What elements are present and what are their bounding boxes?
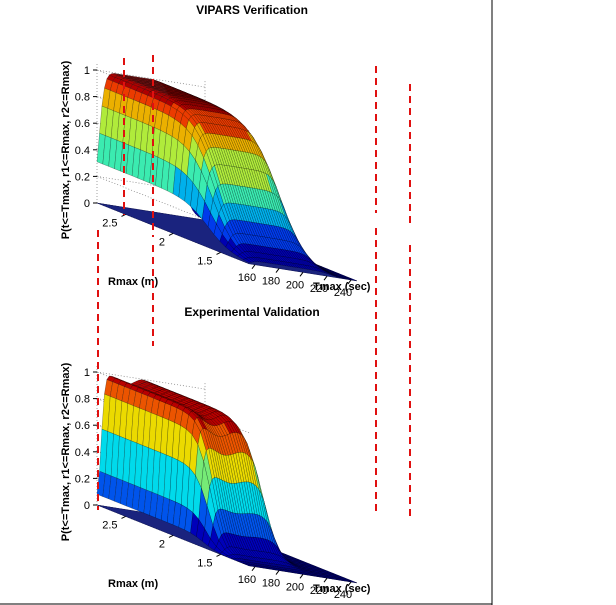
surface-patch: [243, 563, 252, 567]
z-tick-label: 1: [84, 65, 90, 77]
x-axis-label: Tmax (sec): [313, 281, 371, 293]
x-tick-mark: [299, 272, 304, 277]
y-tick-mark: [216, 553, 221, 557]
z-tick-label: 0.6: [75, 420, 90, 432]
z-tick-label: 0: [84, 198, 90, 210]
z-tick-label: 0.8: [75, 394, 90, 406]
red-guide-lines: [97, 55, 411, 521]
y-tick-label: 1.5: [197, 557, 212, 569]
x-tick-mark: [275, 268, 280, 273]
y-tick-label: 2.5: [102, 217, 117, 229]
y-tick-label: 2.5: [102, 519, 117, 531]
y-tick-label: 1.5: [197, 255, 212, 267]
y-axis-label: Rmax (m): [108, 276, 158, 288]
x-tick-mark: [323, 275, 328, 281]
x-tick-mark: [347, 279, 352, 285]
x-tick-label: 180: [262, 276, 280, 288]
z-tick-label: 0.8: [75, 92, 90, 104]
x-tick-mark: [275, 570, 280, 575]
surface-patch: [242, 258, 252, 263]
grid-line-z: [96, 69, 206, 88]
z-tick-label: 0.4: [75, 145, 90, 157]
x-tick-label: 160: [238, 574, 256, 586]
surface-plot-vipars: VIPARS Verification 0 0.2 0.4 0.6 0.8 1 1.5 2 2.5…: [60, 3, 371, 299]
y-tick-label: 2: [159, 538, 165, 550]
x-tick-label: 200: [286, 279, 304, 291]
z-tick-label: 1: [84, 367, 90, 379]
x-tick-label: 160: [238, 272, 256, 284]
x-tick-label: 220: [310, 283, 328, 295]
grid-line-z: [96, 371, 206, 390]
surface-mesh: [96, 73, 358, 282]
surface-plot-experimental: Experimental Validation 0 0.2 0.4 0.6 0.8 1 1.5…: [60, 305, 371, 601]
chart-title: VIPARS Verification: [196, 3, 308, 17]
y-tick-mark: [121, 515, 126, 519]
y-axis-label: Rmax (m): [108, 578, 158, 590]
x-tick-label: 220: [310, 585, 328, 597]
x-axis-label: Tmax (sec): [313, 583, 371, 595]
x-tick-label: 180: [262, 578, 280, 590]
surface-mesh: [96, 375, 358, 584]
x-tick-label: 240: [334, 287, 352, 299]
x-tick-mark: [251, 566, 256, 572]
y-tick-mark: [168, 232, 174, 236]
x-tick-label: 240: [334, 589, 352, 601]
z-axis-label: P(t<=Tmax, r1<=Rmax, r2<=Rmax): [60, 362, 72, 541]
grid-line-z: [96, 176, 206, 194]
z-tick-label: 0.2: [75, 171, 90, 183]
x-tick-mark: [251, 264, 256, 270]
z-tick-label: 0.6: [75, 118, 90, 130]
y-tick-mark: [168, 534, 174, 538]
x-tick-mark: [323, 577, 328, 583]
x-tick-mark: [347, 581, 352, 587]
x-tick-label: 200: [286, 581, 304, 593]
z-tick-label: 0.4: [75, 447, 90, 459]
z-tick-label: 0: [84, 500, 90, 512]
chart-title: Experimental Validation: [184, 305, 319, 319]
y-tick-label: 2: [159, 236, 165, 248]
y-tick-mark: [216, 251, 221, 255]
z-axis-label: P(t<=Tmax, r1<=Rmax, r2<=Rmax): [60, 60, 72, 239]
z-tick-label: 0.2: [75, 473, 90, 485]
x-tick-mark: [299, 574, 304, 579]
